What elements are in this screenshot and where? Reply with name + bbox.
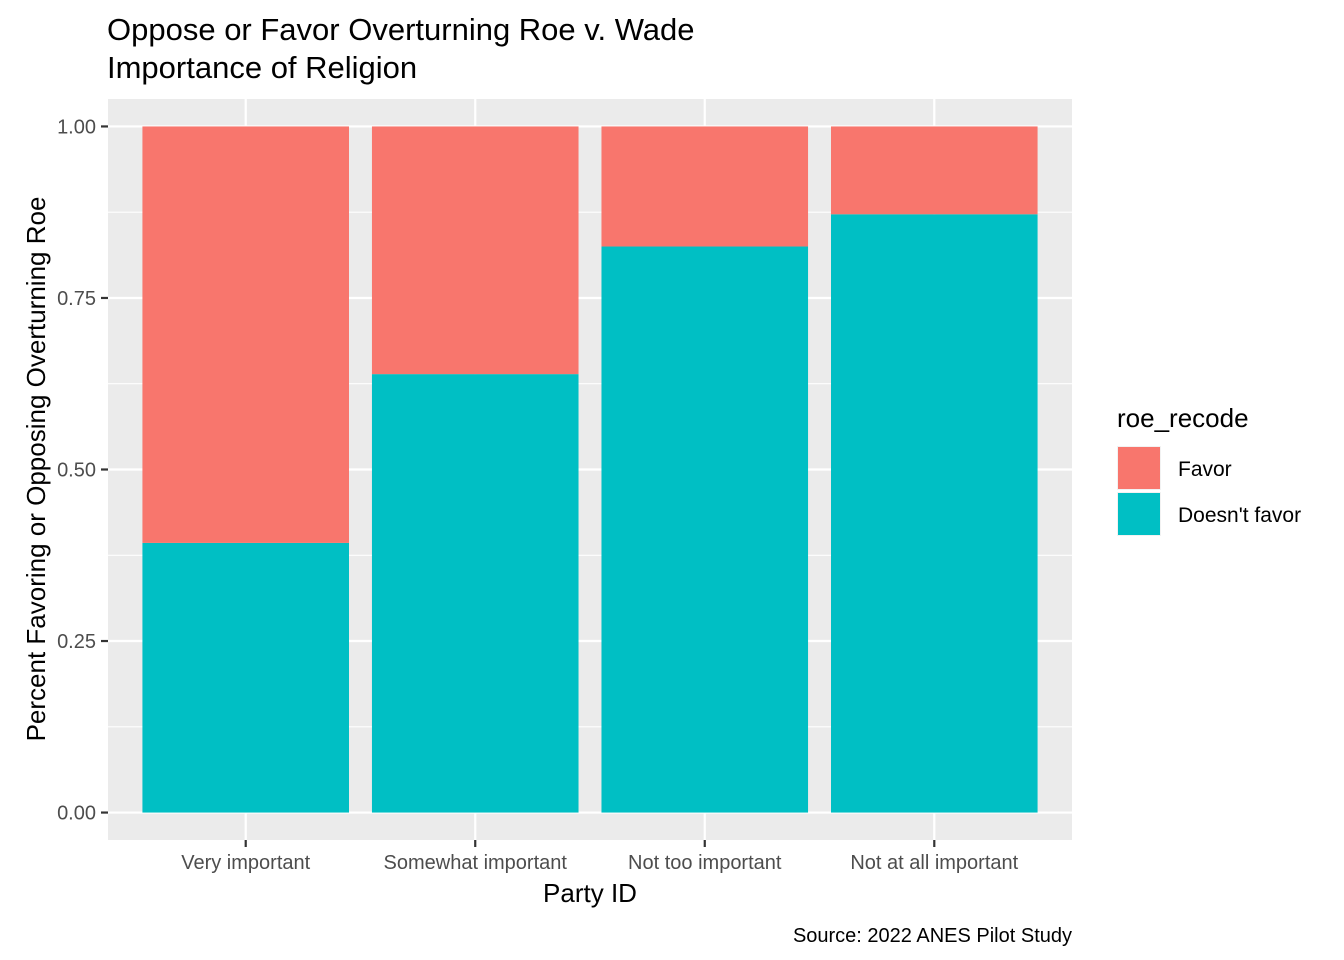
bar-segment xyxy=(371,126,579,375)
legend-label: Doesn't favor xyxy=(1178,504,1301,527)
legend-swatch xyxy=(1118,493,1160,535)
legend-title: roe_recode xyxy=(1117,403,1249,433)
legend: roe_recode Favor Doesn't favor xyxy=(1117,403,1301,536)
legend-label: Favor xyxy=(1178,458,1232,481)
bars xyxy=(142,126,1038,813)
legend-swatch xyxy=(1118,447,1160,489)
bar-segment xyxy=(142,126,349,543)
y-tick-label: 1.00 xyxy=(57,116,96,138)
bar-segment xyxy=(831,214,1038,813)
bar-segment xyxy=(142,542,349,813)
y-axis-title: Percent Favoring or Opposing Overturning… xyxy=(21,197,51,742)
x-tick-label: Not too important xyxy=(628,852,782,874)
y-tick-label: 0.50 xyxy=(57,460,96,482)
y-tick-label: 0.75 xyxy=(57,288,96,310)
x-tick-label: Not at all important xyxy=(850,852,1018,874)
y-axis: 0.00 0.25 0.50 0.75 1.00 xyxy=(57,116,108,825)
x-axis: Very important Somewhat important Not too … xyxy=(181,840,1019,874)
x-axis-title: Party ID xyxy=(543,878,637,908)
bar-segment xyxy=(601,246,809,813)
bar-segment xyxy=(831,126,1038,215)
x-tick-label: Somewhat important xyxy=(384,852,568,874)
bar-segment xyxy=(371,374,579,813)
y-tick-label: 0.25 xyxy=(57,631,96,653)
chart-subtitle: Importance of Religion xyxy=(107,50,417,85)
chart-title: Oppose or Favor Overturning Roe v. Wade xyxy=(107,12,695,47)
chart-caption: Source: 2022 ANES Pilot Study xyxy=(793,925,1072,947)
x-tick-label: Very important xyxy=(181,852,310,874)
y-tick-label: 0.00 xyxy=(57,803,96,825)
bar-segment xyxy=(601,126,809,247)
